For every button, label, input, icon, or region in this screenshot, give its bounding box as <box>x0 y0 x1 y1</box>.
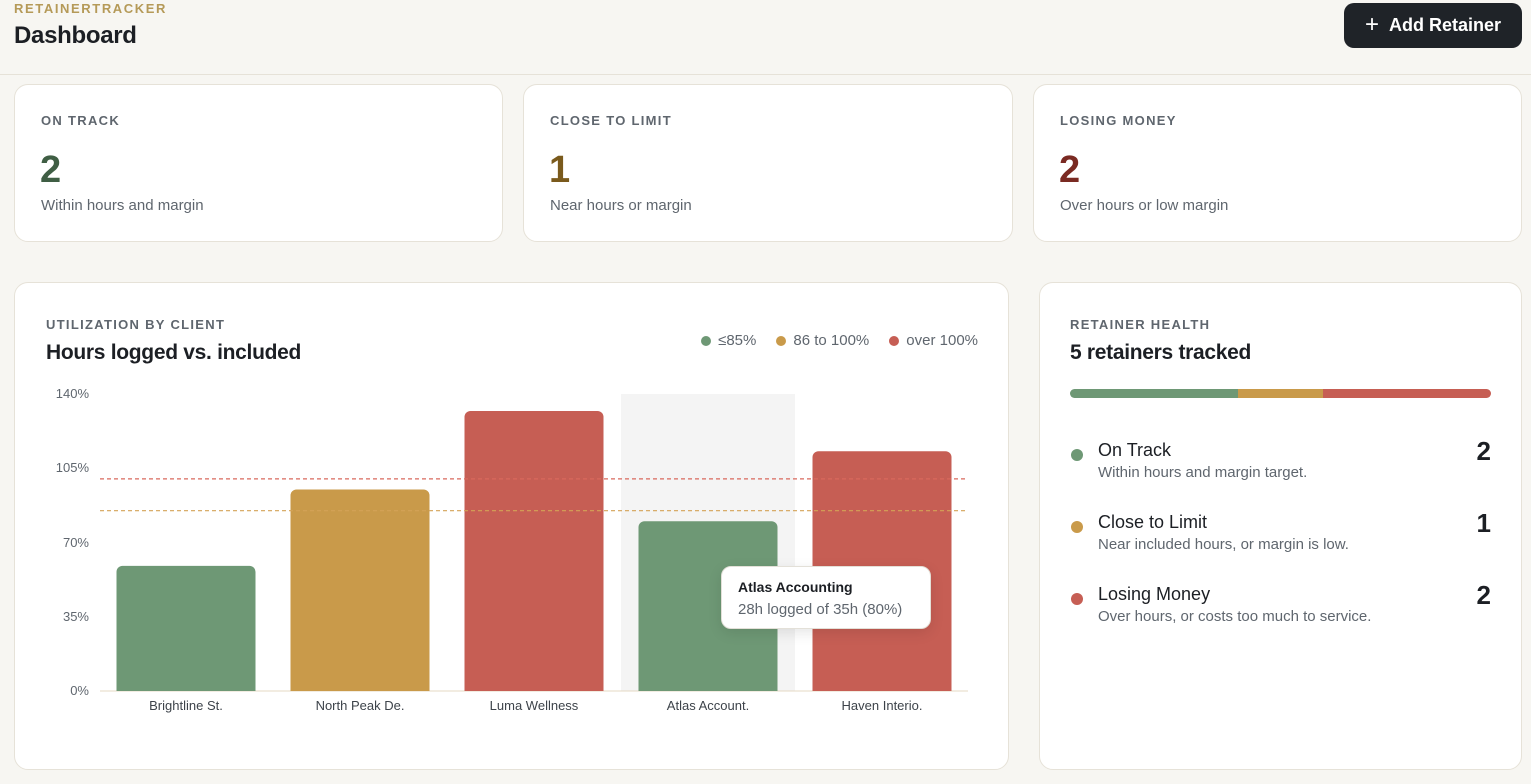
y-tick-label: 105% <box>55 460 89 476</box>
retainer-health-card: RETAINER HEALTH 5 retainers tracked On T… <box>1039 282 1522 770</box>
plus-icon: + <box>1364 10 1379 38</box>
health-row-description: Near included hours, or margin is low. <box>1098 536 1349 553</box>
health-row-count: 1 <box>1476 508 1491 538</box>
legend-label: ≤85% <box>718 332 757 349</box>
stat-card-on-track: ON TRACK 2 Within hours and margin <box>14 84 503 242</box>
legend-item-mid: 86 to 100% <box>776 332 869 349</box>
legend-dot <box>701 335 712 346</box>
utilization-section-label: UTILIZATION BY CLIENT <box>46 317 226 332</box>
health-row-on-track[interactable]: On Track Within hours and margin target.… <box>1070 436 1491 490</box>
stat-subtext: Over hours or low margin <box>1060 197 1229 214</box>
legend-label: over 100% <box>906 332 978 349</box>
health-section-label: RETAINER HEALTH <box>1070 317 1211 332</box>
y-tick-label: 0% <box>70 683 89 698</box>
status-dot <box>1071 449 1083 461</box>
health-row-count: 2 <box>1476 436 1491 466</box>
brand-logo-text: RETAINERTRACKER <box>14 1 168 16</box>
health-row-close-to-limit[interactable]: Close to Limit Near included hours, or m… <box>1070 508 1491 562</box>
legend-dot <box>889 335 900 346</box>
chart-tooltip: Atlas Accounting 28h logged of 35h (80%) <box>721 566 931 629</box>
health-row-count: 2 <box>1476 580 1491 610</box>
utilization-title: Hours logged vs. included <box>46 341 302 364</box>
stat-label: LOSING MONEY <box>1060 113 1177 128</box>
stat-card-losing-money: LOSING MONEY 2 Over hours or low margin <box>1033 84 1522 242</box>
legend-item-high: over 100% <box>889 332 978 349</box>
add-retainer-button[interactable]: + Add Retainer <box>1344 3 1522 48</box>
health-row-name: Losing Money <box>1098 584 1211 604</box>
y-tick-label: 70% <box>62 534 89 550</box>
y-tick-label: 140% <box>55 386 89 401</box>
top-bar: RETAINERTRACKER Dashboard + Add Retainer <box>0 0 1531 75</box>
x-tick-label: Haven Interio. <box>841 698 923 713</box>
health-title: 5 retainers tracked <box>1070 341 1252 364</box>
legend-item-low: ≤85% <box>701 332 756 349</box>
stat-value: 1 <box>549 149 571 191</box>
add-retainer-label: Add Retainer <box>1388 15 1502 35</box>
tooltip-detail: 28h logged of 35h (80%) <box>738 601 903 618</box>
stat-label: CLOSE TO LIMIT <box>550 113 672 128</box>
status-dot <box>1071 593 1083 605</box>
y-tick-label: 35% <box>62 608 89 624</box>
health-distribution-bar <box>1070 389 1491 398</box>
health-row-losing-money[interactable]: Losing Money Over hours, or costs too mu… <box>1070 580 1491 634</box>
stat-label: ON TRACK <box>41 113 121 128</box>
health-row-description: Over hours, or costs too much to service… <box>1098 608 1372 625</box>
chart-legend: ≤85% 86 to 100% over 100% <box>701 332 978 349</box>
x-tick-label: Brightline St. <box>149 698 223 713</box>
legend-label: 86 to 100% <box>793 332 870 349</box>
x-tick-label: North Peak De. <box>315 698 405 713</box>
x-tick-label: Luma Wellness <box>489 698 579 713</box>
tooltip-title: Atlas Accounting <box>738 579 853 595</box>
stat-value: 2 <box>40 149 62 191</box>
stat-card-close-to-limit: CLOSE TO LIMIT 1 Near hours or margin <box>523 84 1013 242</box>
health-segment-on-track <box>1070 389 1239 398</box>
legend-dot <box>776 335 787 346</box>
health-row-description: Within hours and margin target. <box>1098 464 1308 481</box>
stat-subtext: Within hours and margin <box>41 197 204 214</box>
health-row-name: On Track <box>1098 440 1172 460</box>
x-tick-label: Atlas Account. <box>666 698 750 713</box>
page-title: Dashboard <box>14 22 137 49</box>
health-segment-losing <box>1322 389 1491 398</box>
health-segment-close <box>1238 389 1323 398</box>
stat-value: 2 <box>1059 149 1081 191</box>
stat-subtext: Near hours or margin <box>550 197 692 214</box>
status-dot <box>1071 521 1083 533</box>
utilization-card: UTILIZATION BY CLIENT Hours logged vs. i… <box>14 282 1009 770</box>
health-row-name: Close to Limit <box>1098 512 1208 532</box>
